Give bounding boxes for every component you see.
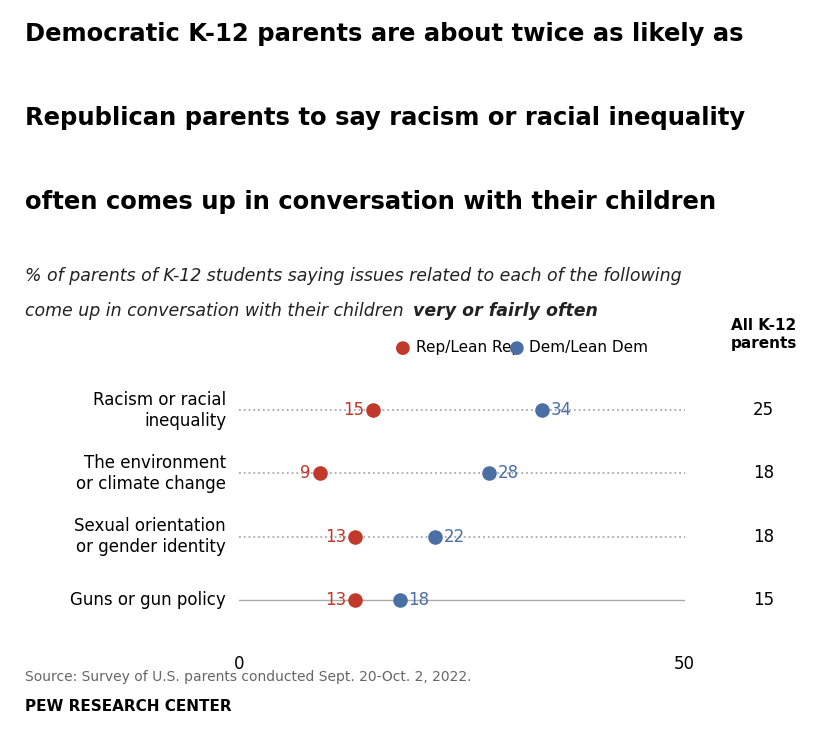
Text: All K-12
parents: All K-12 parents (730, 318, 797, 351)
Text: Sexual orientation
or gender identity: Sexual orientation or gender identity (75, 518, 226, 556)
Text: ●: ● (509, 339, 524, 356)
Text: 28: 28 (497, 465, 519, 482)
Text: 18: 18 (408, 591, 430, 609)
Text: often comes up in conversation with their children: often comes up in conversation with thei… (25, 190, 717, 214)
Text: Republican parents to say racism or racial inequality: Republican parents to say racism or raci… (25, 106, 745, 130)
Text: 15: 15 (343, 401, 364, 419)
Point (349, 531, 362, 542)
Text: Racism or racial
inequality: Racism or racial inequality (93, 391, 226, 430)
Text: PEW RESEARCH CENTER: PEW RESEARCH CENTER (25, 699, 232, 714)
Point (482, 468, 496, 479)
Point (428, 531, 442, 542)
Text: ●: ● (396, 339, 411, 356)
Text: Rep/Lean Rep: Rep/Lean Rep (416, 340, 521, 355)
Text: Source: Survey of U.S. parents conducted Sept. 20-Oct. 2, 2022.: Source: Survey of U.S. parents conducted… (25, 670, 472, 684)
Point (366, 404, 380, 416)
Text: 25: 25 (753, 401, 774, 419)
Text: % of parents of K-12 students saying issues related to each of the following: % of parents of K-12 students saying iss… (25, 267, 682, 285)
Text: 13: 13 (325, 528, 346, 545)
Text: 15: 15 (753, 591, 774, 609)
Text: Dem/Lean Dem: Dem/Lean Dem (529, 340, 648, 355)
Text: 18: 18 (753, 465, 774, 482)
Text: 13: 13 (325, 591, 346, 609)
Point (535, 404, 549, 416)
Text: 18: 18 (753, 528, 774, 545)
Text: 34: 34 (551, 401, 572, 419)
Text: very or fairly often: very or fairly often (413, 302, 598, 321)
Text: come up in conversation with their children: come up in conversation with their child… (25, 302, 409, 321)
Text: 22: 22 (444, 528, 465, 545)
Point (312, 468, 326, 479)
Text: Guns or gun policy: Guns or gun policy (71, 591, 226, 609)
Point (393, 594, 407, 606)
Text: 9: 9 (300, 465, 311, 482)
Text: The environment
or climate change: The environment or climate change (76, 454, 226, 493)
Point (349, 594, 362, 606)
Text: Democratic K-12 parents are about twice as likely as: Democratic K-12 parents are about twice … (25, 22, 743, 46)
